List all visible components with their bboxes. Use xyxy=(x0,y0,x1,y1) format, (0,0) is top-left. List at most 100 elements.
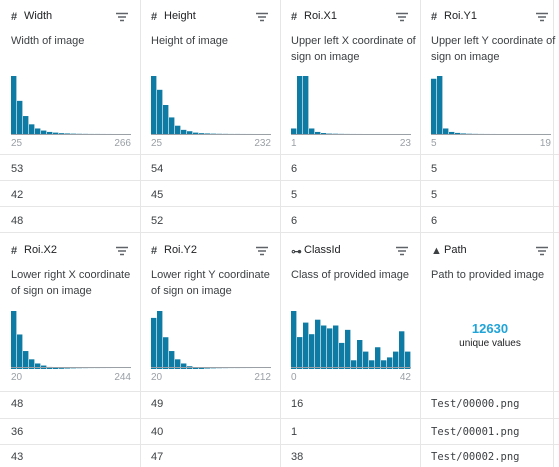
histogram-bar[interactable] xyxy=(437,76,443,134)
histogram-bar[interactable] xyxy=(205,368,211,369)
histogram-bar[interactable] xyxy=(369,360,375,369)
column-header[interactable]: ▲ Path xyxy=(420,243,559,259)
histogram-bar[interactable] xyxy=(47,131,53,134)
histogram-bar[interactable] xyxy=(35,363,41,369)
histogram-bar[interactable] xyxy=(169,117,175,134)
histogram-bar[interactable] xyxy=(321,325,327,370)
histogram-bar[interactable] xyxy=(163,337,169,369)
histogram-bar[interactable] xyxy=(443,128,449,134)
histogram-bar[interactable] xyxy=(151,317,157,369)
histogram-bar[interactable] xyxy=(59,133,65,134)
histogram-bar[interactable] xyxy=(175,125,181,134)
histogram-bar[interactable] xyxy=(205,133,211,134)
column-header[interactable]: ⊶ ClassId xyxy=(280,243,420,259)
histogram-bar[interactable] xyxy=(315,319,321,369)
histogram-bar[interactable] xyxy=(399,331,405,369)
histogram-bar[interactable] xyxy=(23,351,29,369)
histogram-bar[interactable] xyxy=(351,360,357,369)
histogram-bar[interactable] xyxy=(193,132,199,134)
sort-icon[interactable] xyxy=(256,246,268,256)
histogram-bar[interactable] xyxy=(381,360,387,369)
sort-icon[interactable] xyxy=(116,246,128,256)
histogram-bar[interactable] xyxy=(11,76,17,134)
column-header[interactable]: # Roi.X1 xyxy=(280,9,420,25)
histogram-baseline xyxy=(11,367,131,368)
histogram-bar[interactable] xyxy=(303,322,309,369)
histogram-bar[interactable] xyxy=(375,347,381,369)
histogram-bar[interactable] xyxy=(461,133,467,134)
histogram-bar[interactable] xyxy=(17,100,23,134)
histogram-bar[interactable] xyxy=(339,342,345,369)
histogram-bar[interactable] xyxy=(35,128,41,134)
histogram-bar[interactable] xyxy=(53,132,59,134)
histogram-bar[interactable] xyxy=(309,128,315,134)
histogram-bar[interactable] xyxy=(199,368,205,369)
histogram-bar[interactable] xyxy=(291,128,297,134)
histogram-bar[interactable] xyxy=(297,76,303,134)
column-header[interactable]: # Roi.X2 xyxy=(0,243,140,259)
histogram-bar[interactable] xyxy=(187,131,193,134)
table-cell: 42 xyxy=(11,189,24,201)
column-card: # Roi.X1 Upper left X coordinate of sign o… xyxy=(280,0,420,467)
sort-icon[interactable] xyxy=(116,12,128,22)
histogram-bar[interactable] xyxy=(357,340,363,369)
histogram-bar[interactable] xyxy=(29,124,35,134)
histogram-bar[interactable] xyxy=(29,359,35,369)
histogram-bar[interactable] xyxy=(363,351,369,369)
histogram-bar[interactable] xyxy=(297,337,303,369)
histogram-bar[interactable] xyxy=(17,334,23,369)
histogram-bar[interactable] xyxy=(163,105,169,134)
table-cell: 49 xyxy=(151,398,164,410)
column-header[interactable]: # Height xyxy=(140,9,280,25)
sort-icon[interactable] xyxy=(256,12,268,22)
column-description: Lower right X coordinate of sign on imag… xyxy=(11,269,131,297)
histogram-bar[interactable] xyxy=(23,116,29,134)
histogram-bar[interactable] xyxy=(321,133,327,134)
histogram-bar[interactable] xyxy=(175,359,181,369)
histogram-bar[interactable] xyxy=(303,76,309,134)
histogram-chart xyxy=(151,311,271,369)
histogram-bar[interactable] xyxy=(151,76,157,134)
histogram-bar[interactable] xyxy=(291,311,297,369)
histogram-bar[interactable] xyxy=(65,133,71,134)
column-card: # Roi.Y2 Lower right Y coordinate of sign … xyxy=(140,0,280,467)
histogram-bar[interactable] xyxy=(333,325,339,370)
section-divider xyxy=(0,232,559,233)
sort-icon[interactable] xyxy=(396,246,408,256)
histogram-bar[interactable] xyxy=(387,357,393,369)
histogram-bar[interactable] xyxy=(431,78,437,134)
histogram-bar[interactable] xyxy=(65,368,71,369)
numeric-type-icon: # xyxy=(11,245,18,257)
histogram-bar[interactable] xyxy=(455,132,461,134)
numeric-type-icon: # xyxy=(151,11,158,23)
histogram-bar[interactable] xyxy=(405,351,411,369)
histogram-bar[interactable] xyxy=(157,311,163,369)
sort-icon[interactable] xyxy=(536,12,548,22)
sort-icon[interactable] xyxy=(396,12,408,22)
histogram-bar[interactable] xyxy=(309,334,315,369)
histogram-bar[interactable] xyxy=(327,328,333,369)
histogram-bar[interactable] xyxy=(199,133,205,134)
histogram-bar[interactable] xyxy=(393,351,399,369)
histogram-bar[interactable] xyxy=(181,363,187,369)
histogram-bar[interactable] xyxy=(157,89,163,134)
histogram-bar[interactable] xyxy=(53,367,59,369)
histogram-bar[interactable] xyxy=(315,131,321,134)
histogram-bar[interactable] xyxy=(449,131,455,134)
table-cell: 6 xyxy=(431,215,438,227)
histogram-baseline xyxy=(291,134,411,135)
histogram-bar[interactable] xyxy=(169,351,175,369)
histogram-bar[interactable] xyxy=(11,311,17,369)
histogram-bar[interactable] xyxy=(345,329,351,369)
column-card: # Height Height of image 25 232 54 45 52 xyxy=(140,0,280,467)
sort-icon[interactable] xyxy=(536,246,548,256)
column-header[interactable]: # Width xyxy=(0,9,140,25)
column-header[interactable]: # Roi.Y1 xyxy=(420,9,559,25)
histogram-bar[interactable] xyxy=(193,367,199,369)
histogram-bar[interactable] xyxy=(181,129,187,134)
column-header[interactable]: # Roi.Y2 xyxy=(140,243,280,259)
histogram-chart xyxy=(431,76,551,134)
histogram-bar[interactable] xyxy=(41,130,47,134)
id-type-icon: ⊶ xyxy=(291,246,302,258)
histogram-bar[interactable] xyxy=(59,368,65,369)
